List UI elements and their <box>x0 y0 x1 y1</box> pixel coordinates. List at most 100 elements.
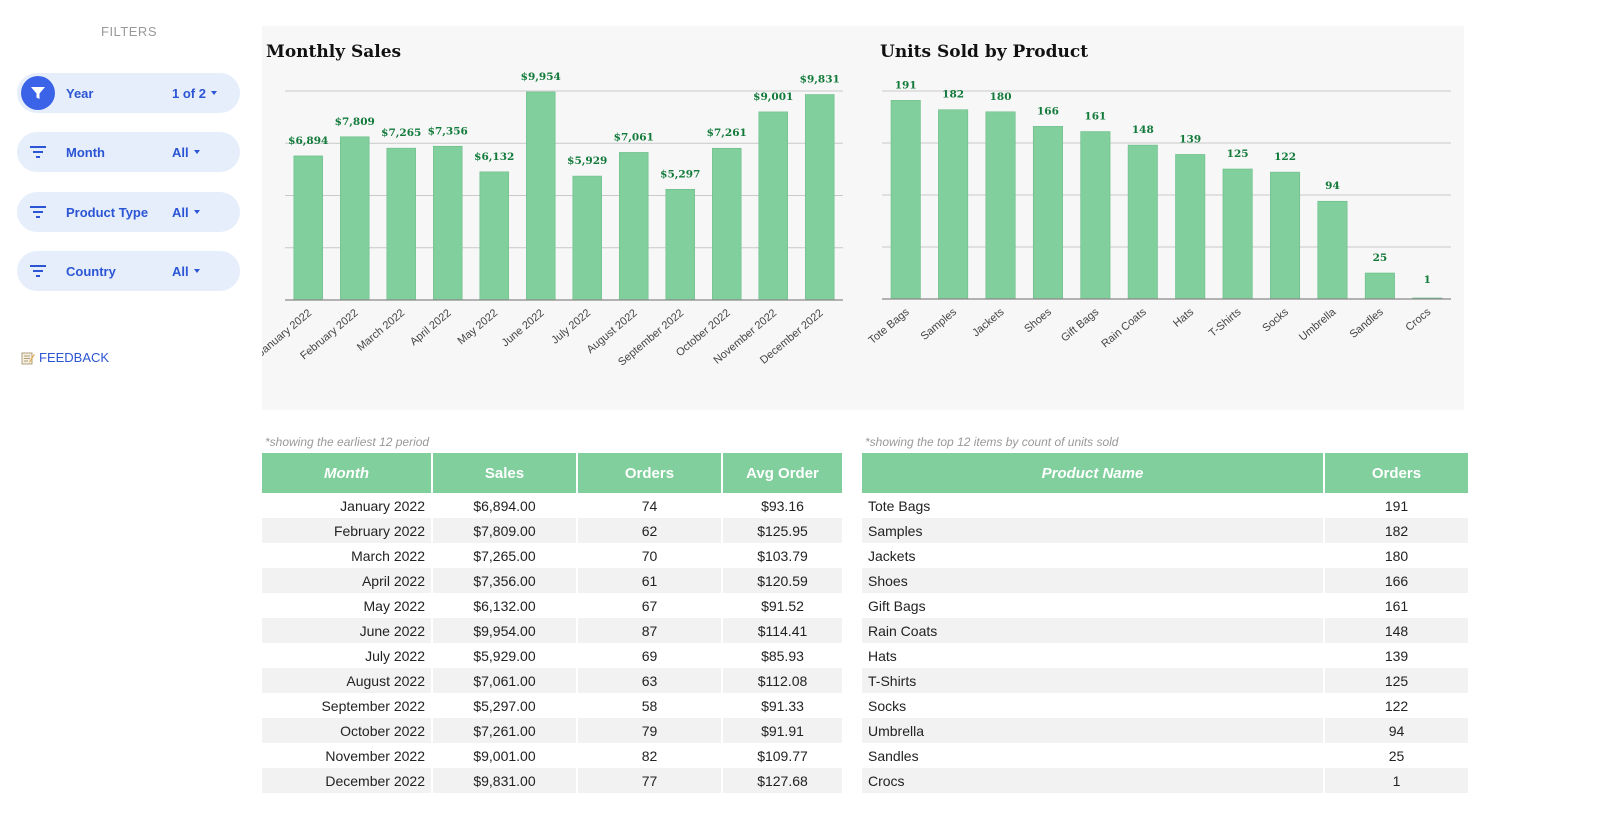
cell-avg-order: $120.59 <box>722 568 842 593</box>
cell-avg-order: $112.08 <box>722 668 842 693</box>
bar-march-2022[interactable] <box>386 147 416 301</box>
cell-sales: $5,929.00 <box>432 643 578 668</box>
bar-hats[interactable] <box>1175 154 1206 300</box>
x-tick-label: July 2022 <box>549 307 593 346</box>
cell-avg-order: $114.41 <box>722 618 842 643</box>
cell-orders: 139 <box>1384 647 1409 664</box>
column-header-sales[interactable]: Sales <box>432 453 578 493</box>
bar-september-2022[interactable] <box>665 188 695 301</box>
table-row: Shoes 166 <box>862 568 1468 593</box>
filter-product-type-value-text: All <box>172 204 189 220</box>
bar-umbrella[interactable] <box>1317 200 1348 300</box>
table-row: Umbrella 94 <box>862 718 1468 743</box>
table-row: Tote Bags 191 <box>862 493 1468 518</box>
bar-t-shirts[interactable] <box>1222 168 1253 300</box>
bar-jackets[interactable] <box>985 111 1016 300</box>
column-header-orders[interactable]: Orders <box>1324 453 1468 493</box>
data-label: $7,261 <box>707 127 747 139</box>
filter-year[interactable]: Year 1 of 2 <box>17 73 240 113</box>
product-table-note: *showing the top 12 items by count of un… <box>865 435 1119 449</box>
data-label: $5,929 <box>567 155 607 167</box>
data-label: $5,297 <box>660 168 700 180</box>
bar-october-2022[interactable] <box>712 147 742 301</box>
table-row: Jackets 180 <box>862 543 1468 568</box>
filter-product-type-value[interactable]: All <box>172 205 230 220</box>
filter-country-label: Country <box>66 263 116 279</box>
table-row: Crocs 1 <box>862 768 1468 793</box>
filter-country-value[interactable]: All <box>172 264 230 279</box>
table-row: October 2022 $7,261.00 79 $91.91 <box>262 718 842 743</box>
cell-orders: 62 <box>577 518 723 543</box>
filter-product-type-label: Product Type <box>66 204 149 220</box>
cell-avg-order: $85.93 <box>761 647 804 664</box>
column-header-avg-order[interactable]: Avg Order <box>722 453 842 493</box>
bar-july-2022[interactable] <box>572 175 602 301</box>
column-header-product-name[interactable]: Product Name <box>862 453 1325 493</box>
table-row: August 2022 $7,061.00 63 $112.08 <box>262 668 842 693</box>
cell-avg-order: $127.68 <box>722 768 842 793</box>
cell-orders: 61 <box>577 568 723 593</box>
table-row: December 2022 $9,831.00 77 $127.68 <box>262 768 842 793</box>
filter-month-value[interactable]: All <box>172 145 230 160</box>
filter-month[interactable]: Month All <box>17 132 240 172</box>
bar-socks[interactable] <box>1270 171 1301 300</box>
table-row: April 2022 $7,356.00 61 $120.59 <box>262 568 842 593</box>
table-row: Hats 139 <box>862 643 1468 668</box>
charts-panel: Monthly Sales Units Sold by Product $6,8… <box>262 26 1464 410</box>
bar-december-2022[interactable] <box>805 94 835 301</box>
bar-tote-bags[interactable] <box>890 100 921 300</box>
bar-shoes[interactable] <box>1032 126 1063 300</box>
filter-year-value[interactable]: 1 of 2 <box>172 86 230 101</box>
filter-lines-icon <box>21 135 55 169</box>
data-label: 122 <box>1274 151 1296 163</box>
feedback-label: FEEDBACK <box>39 350 110 365</box>
cell-month: April 2022 <box>262 568 433 593</box>
cell-month: March 2022 <box>262 543 433 568</box>
cell-sales: $9,831.00 <box>432 768 578 793</box>
bar-february-2022[interactable] <box>340 136 370 301</box>
bar-june-2022[interactable] <box>526 91 556 301</box>
cell-product-name: Jackets <box>862 543 1325 568</box>
cell-month: January 2022 <box>262 493 433 518</box>
filter-country[interactable]: Country All <box>17 251 240 291</box>
data-label: $7,356 <box>428 125 468 137</box>
cell-orders: 77 <box>577 768 723 793</box>
table-row: March 2022 $7,265.00 70 $103.79 <box>262 543 842 568</box>
bar-august-2022[interactable] <box>619 152 649 301</box>
x-tick-label: Jackets <box>970 306 1007 339</box>
filters-sidebar: FILTERS Year 1 of 2 Month All Product Ty… <box>0 0 250 817</box>
cell-sales: $9,001.00 <box>432 743 578 768</box>
bar-rain-coats[interactable] <box>1127 144 1158 300</box>
x-tick-label: Hats <box>1171 306 1196 330</box>
cell-orders: 70 <box>577 543 723 568</box>
table-row: T-Shirts 125 <box>862 668 1468 693</box>
x-tick-label: Sandles <box>1348 306 1387 341</box>
cell-month: September 2022 <box>262 693 433 718</box>
table-row: January 2022 $6,894.00 74 $93.16 <box>262 493 842 518</box>
table-row: June 2022 $9,954.00 87 $114.41 <box>262 618 842 643</box>
cell-orders: 1 <box>1324 768 1468 793</box>
x-tick-label: March 2022 <box>355 307 407 354</box>
cell-month: November 2022 <box>262 743 433 768</box>
bar-samples[interactable] <box>938 109 969 300</box>
bar-sandles[interactable] <box>1364 272 1395 300</box>
bar-january-2022[interactable] <box>293 155 323 301</box>
table-row: July 2022 $5,929.00 69 $85.93 <box>262 643 842 668</box>
x-tick-label: April 2022 <box>408 307 454 348</box>
bar-may-2022[interactable] <box>479 171 509 301</box>
cell-sales: $6,132.00 <box>432 593 578 618</box>
cell-sales: $7,356.00 <box>432 568 578 593</box>
cell-month: December 2022 <box>262 768 433 793</box>
column-header-orders[interactable]: Orders <box>577 453 723 493</box>
bar-november-2022[interactable] <box>758 111 788 301</box>
bar-gift-bags[interactable] <box>1080 131 1111 300</box>
filter-product-type[interactable]: Product Type All <box>17 192 240 232</box>
filter-month-label: Month <box>66 144 105 160</box>
bar-april-2022[interactable] <box>433 145 463 301</box>
column-header-month[interactable]: Month <box>262 453 433 493</box>
data-label: $7,061 <box>614 131 654 143</box>
data-label: $7,809 <box>335 116 375 128</box>
data-label: 125 <box>1227 148 1249 160</box>
x-tick-label: Crocs <box>1403 306 1433 334</box>
feedback-link[interactable]: FEEDBACK <box>21 350 109 365</box>
